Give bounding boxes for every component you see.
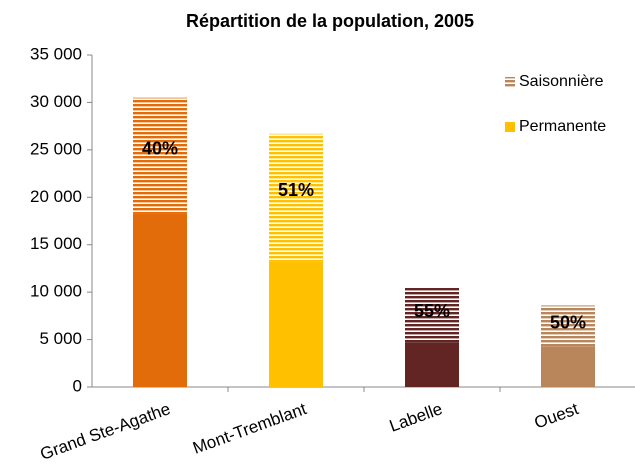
bar-segment	[133, 213, 187, 387]
y-tick-label: 30 000	[30, 92, 82, 111]
share-label: 51%	[278, 180, 314, 200]
share-label: 40%	[142, 139, 178, 159]
share-label: 55%	[414, 301, 450, 321]
bar-segment	[541, 346, 595, 387]
bar-segment	[269, 133, 323, 262]
legend-label: Permanente	[519, 118, 606, 135]
bar-segment	[269, 261, 323, 387]
y-tick-label: 10 000	[30, 282, 82, 301]
x-tick-label: Grand Ste-Agathe	[38, 399, 173, 464]
bar-segment	[405, 287, 459, 343]
y-tick-label: 20 000	[30, 187, 82, 206]
x-tick-label: Ouest	[532, 399, 581, 432]
legend-swatch	[505, 122, 515, 132]
y-tick-label: 15 000	[30, 234, 82, 253]
legend-label: Saisonnière	[519, 73, 604, 90]
bar-segment	[541, 305, 595, 347]
share-label: 50%	[550, 313, 586, 333]
legend-swatch	[505, 77, 515, 87]
x-tick-label: Labelle	[387, 399, 445, 436]
bar-segment	[405, 342, 459, 387]
x-tick-label: Mont-Tremblant	[190, 399, 309, 458]
y-tick-label: 35 000	[30, 44, 82, 63]
bar-segment	[133, 97, 187, 214]
y-tick-label: 0	[73, 376, 82, 395]
y-tick-label: 5 000	[39, 329, 82, 348]
chart-title: Répartition de la population, 2005	[186, 11, 474, 31]
y-tick-label: 25 000	[30, 139, 82, 158]
